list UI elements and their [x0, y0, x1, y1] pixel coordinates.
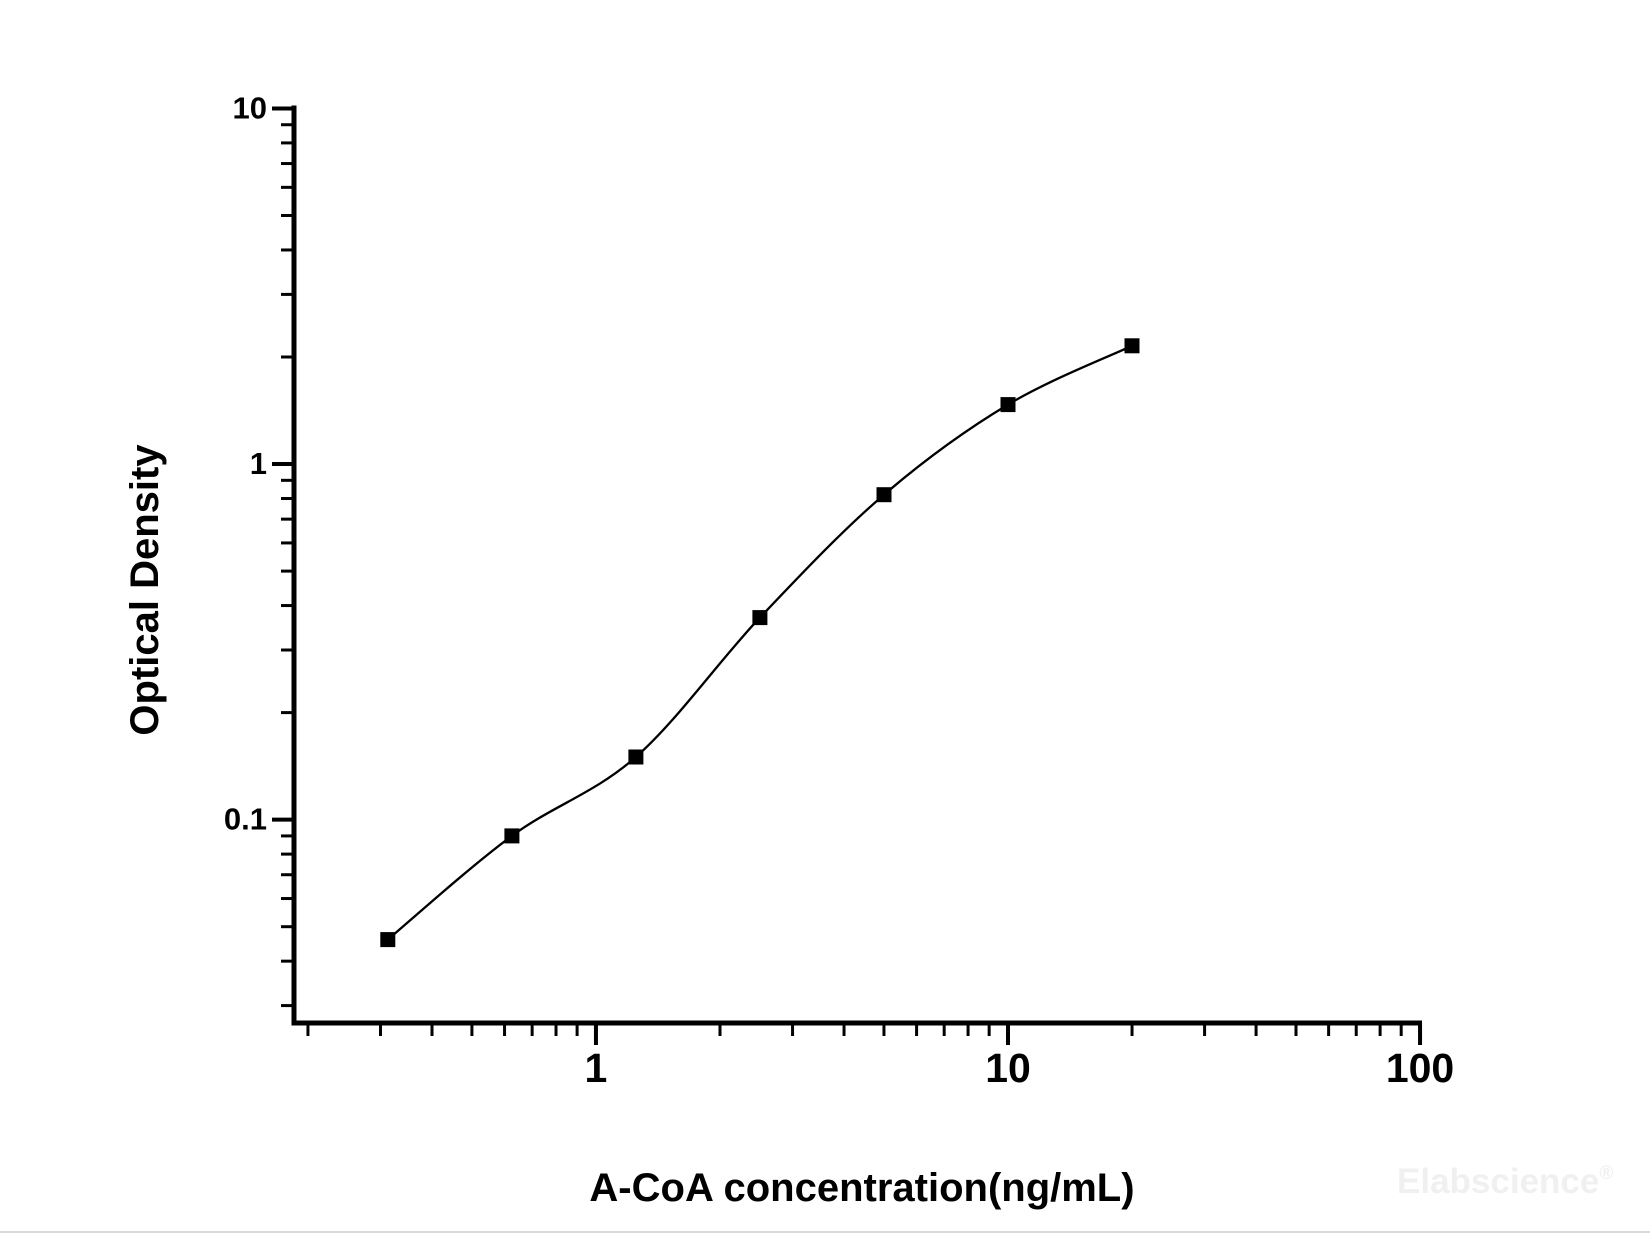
y-tick-label: 10: [233, 90, 267, 125]
data-series: [380, 338, 1140, 948]
axis-ticks: [272, 106, 1423, 1045]
data-point-marker: [1124, 338, 1140, 354]
fitted-curve-line: [386, 344, 1134, 941]
x-tick-label: 10: [985, 1045, 1031, 1091]
watermark-text: Elabscience: [1397, 1162, 1599, 1201]
data-point-marker: [380, 932, 396, 948]
data-point-marker: [628, 749, 644, 765]
y-axis-title: Optical Density: [123, 444, 167, 736]
axes: [291, 105, 1422, 1026]
data-point-marker: [752, 610, 768, 626]
watermark-elabscience: Elabscience®: [1397, 1162, 1613, 1201]
x-tick-label: 100: [1386, 1045, 1454, 1091]
x-axis-title: A-CoA concentration(ng/mL): [589, 1166, 1134, 1210]
y-tick-label: 1: [250, 446, 267, 481]
x-tick-label: 1: [585, 1045, 608, 1091]
data-point-marker: [876, 487, 892, 503]
registered-mark-icon: ®: [1599, 1163, 1613, 1184]
y-tick-label: 0.1: [224, 802, 267, 837]
data-point-marker: [504, 828, 520, 844]
data-point-marker: [1000, 397, 1016, 413]
tick-labels: 1 10 100 0.1 1 10: [224, 90, 1454, 1091]
